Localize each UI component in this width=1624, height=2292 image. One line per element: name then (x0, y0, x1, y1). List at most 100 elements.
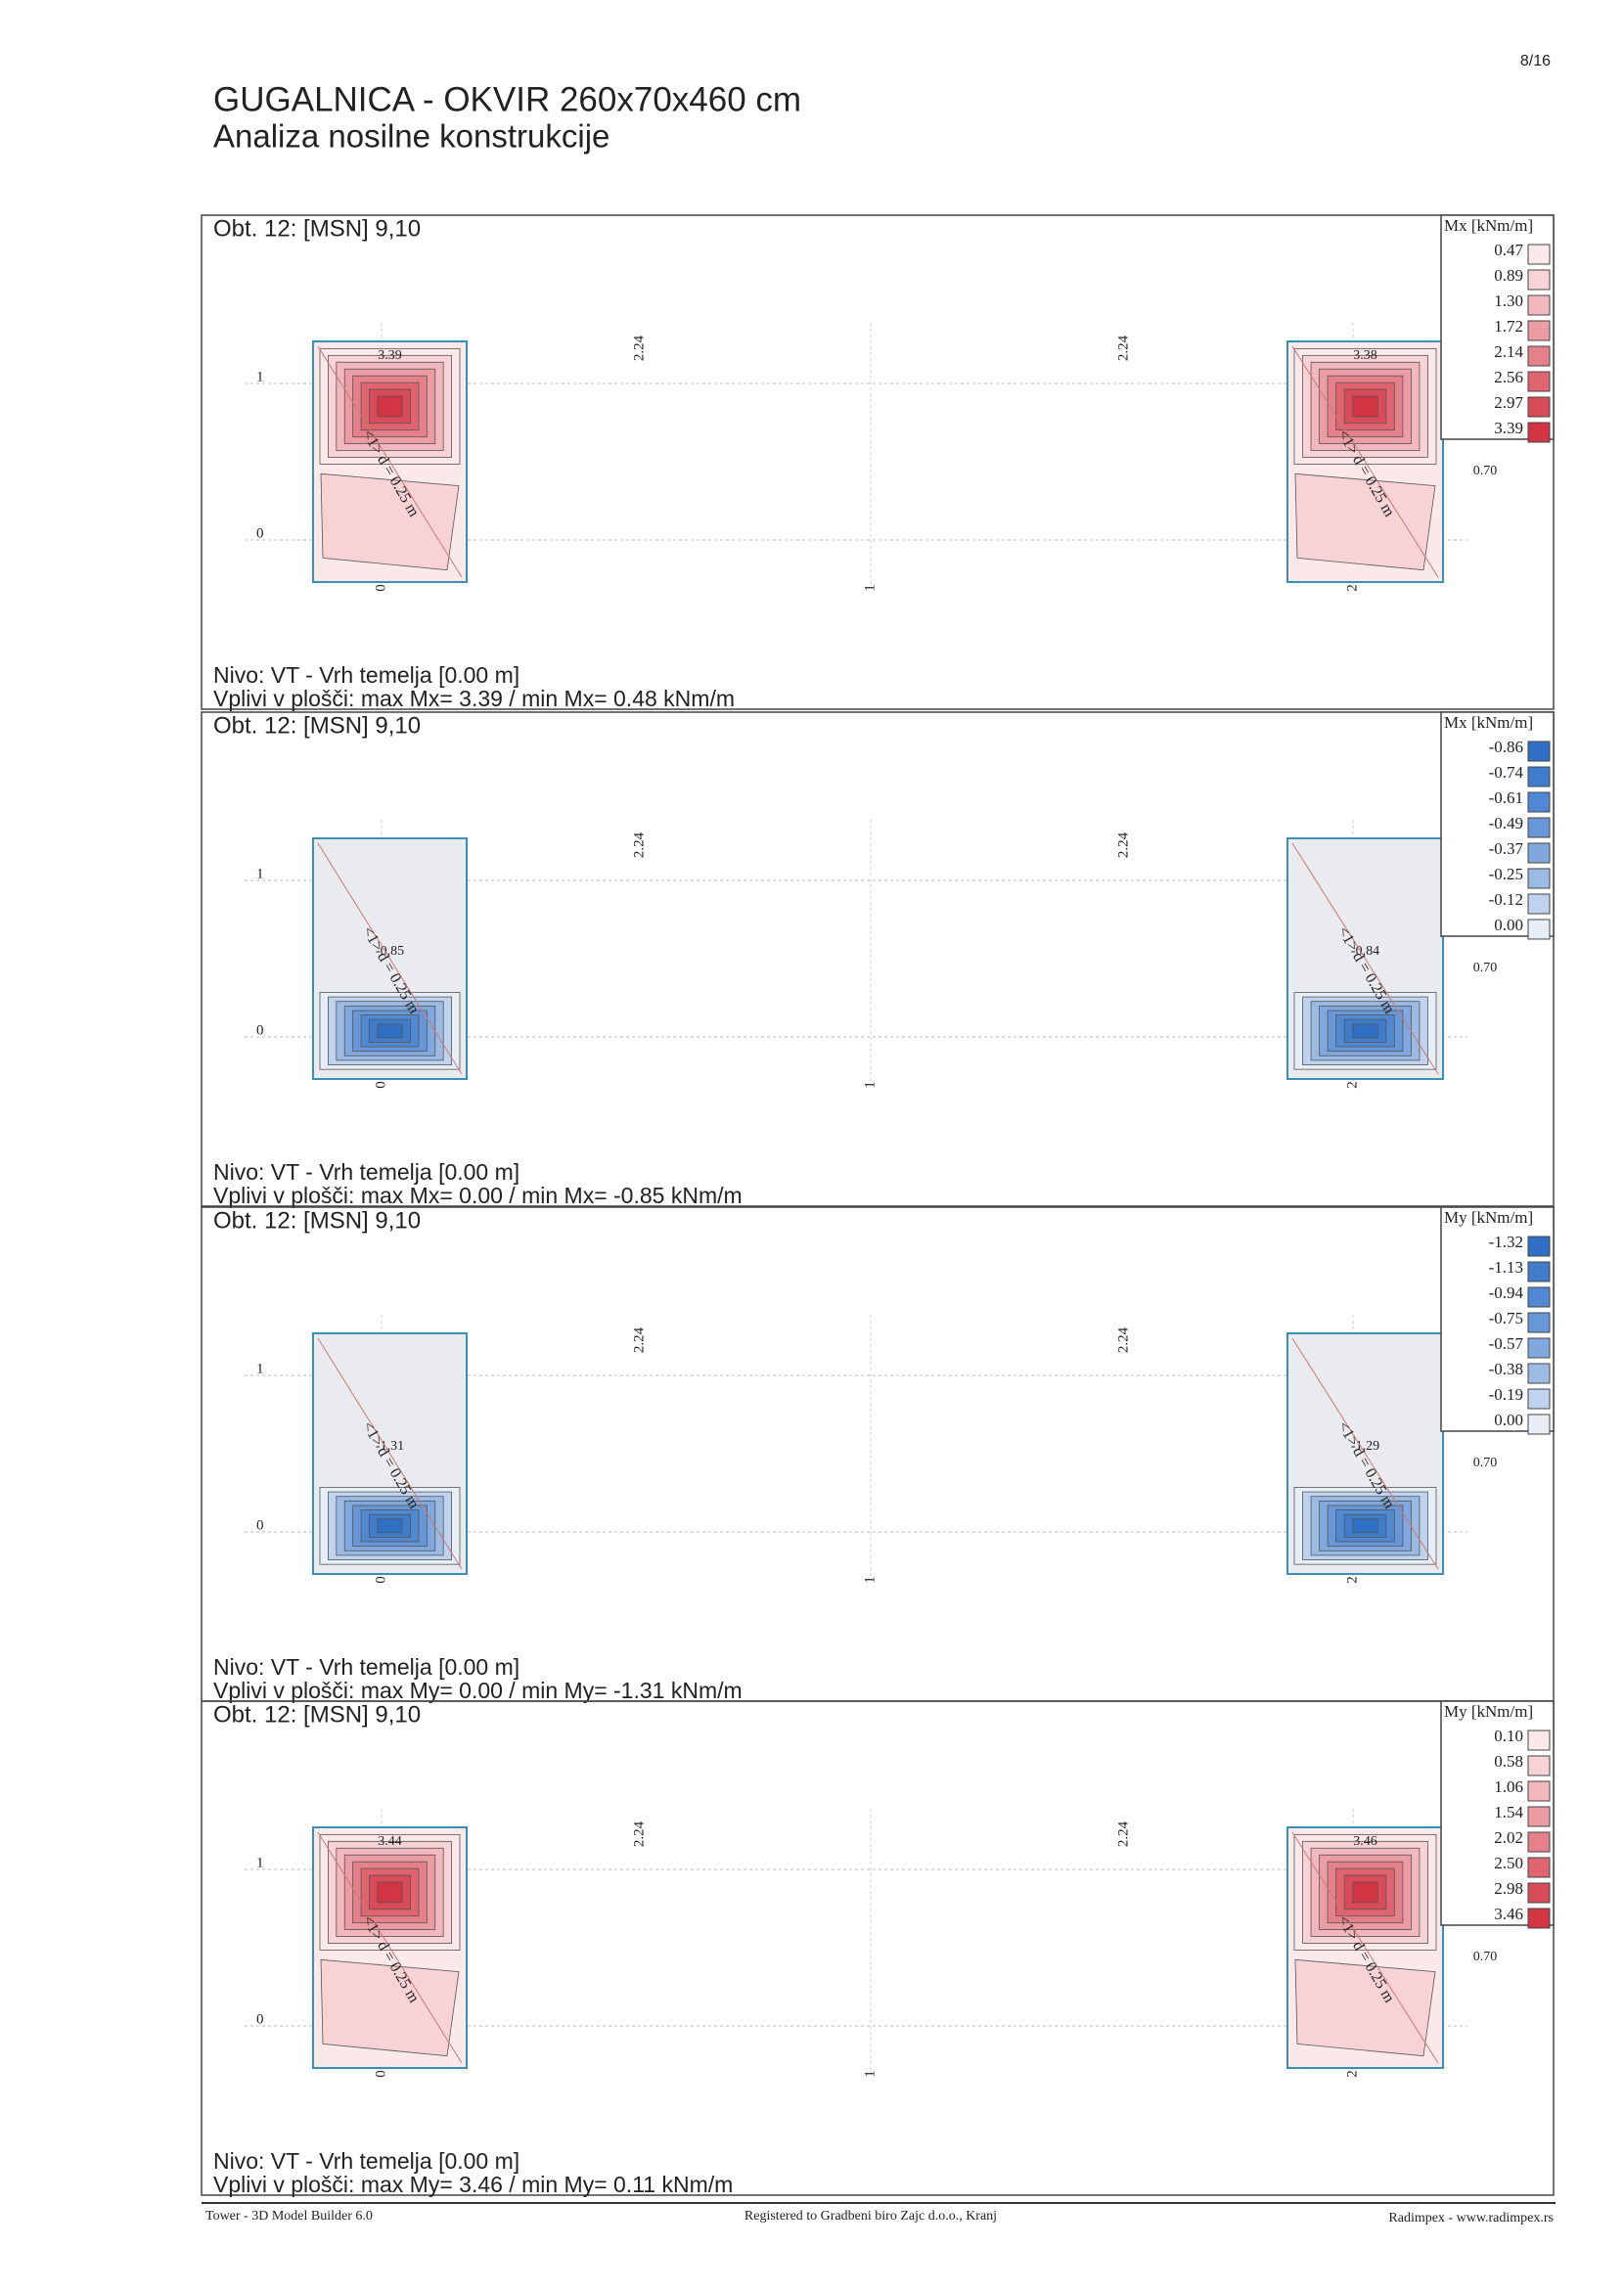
legend-value: 3.39 (1494, 419, 1523, 437)
contour-peak-label: 3.46 (1353, 1834, 1377, 1849)
legend-value: 1.30 (1494, 292, 1523, 310)
legend-swatch (1527, 1286, 1551, 1308)
side-label: 0.70 (1473, 464, 1498, 478)
side-label: 0.70 (1473, 1456, 1498, 1470)
legend-swatch (1527, 396, 1551, 418)
legend-swatch (1527, 320, 1551, 341)
contour-peak-label: 3.38 (1353, 348, 1377, 363)
contour-peak-label: 3.39 (378, 348, 402, 363)
reinforcement-line (1291, 345, 1439, 578)
legend-swatch (1527, 791, 1551, 813)
legend-title: My [kNm/m] (1444, 1702, 1533, 1721)
case-label: Obt. 12: [MSN] 9,10 (213, 1701, 421, 1728)
level-label: Nivo: VT - Vrh temelja [0.00 m] (213, 1159, 519, 1185)
legend-value: 0.58 (1494, 1752, 1523, 1771)
contour (1352, 1023, 1378, 1039)
legend-value: 0.00 (1494, 1411, 1523, 1429)
footer-left: Tower - 3D Model Builder 6.0 (205, 2209, 373, 2224)
legend-swatch (1527, 1363, 1551, 1384)
legend-swatch (1527, 868, 1551, 889)
legend-value: -0.25 (1489, 865, 1523, 883)
footer-center: Registered to Gradbeni biro Zajc d.o.o.,… (744, 2209, 997, 2224)
level-label: Nivo: VT - Vrh temelja [0.00 m] (213, 2148, 519, 2174)
legend-swatch (1527, 1908, 1551, 1929)
contour (377, 1023, 403, 1039)
legend-value: 2.50 (1494, 1854, 1523, 1872)
dimension-label: 2.24 (631, 335, 647, 361)
panel: Obt. 12: [MSN] 9,10 1 0 0 1 2 2.24 2.24 0.70 -1.3… (201, 1206, 1555, 1703)
legend-swatch (1527, 1388, 1551, 1410)
dimension-label: 2.24 (1115, 335, 1131, 361)
legend-swatch (1527, 1780, 1551, 1802)
legend-value: 2.02 (1494, 1828, 1523, 1847)
case-label: Obt. 12: [MSN] 9,10 (213, 215, 421, 242)
legend-swatch (1527, 422, 1551, 443)
column-label: 1 (862, 1576, 878, 1584)
contour-peak-label: 3.44 (378, 1834, 402, 1849)
legend-swatch (1527, 842, 1551, 864)
footer-right: Radimpex - www.radimpex.rs (1388, 2211, 1554, 2225)
contour (377, 1518, 403, 1534)
row-label: 0 (256, 2011, 264, 2027)
level-label: Nivo: VT - Vrh temelja [0.00 m] (213, 662, 519, 688)
legend-value: -0.38 (1489, 1360, 1523, 1378)
legend-value: 2.98 (1494, 1879, 1523, 1898)
column-label: 0 (373, 1576, 388, 1584)
reinforcement-line (1291, 842, 1439, 1075)
dimension-label: 2.24 (631, 1820, 647, 1847)
legend-swatch (1527, 345, 1551, 367)
legend-value: -0.57 (1489, 1334, 1524, 1353)
legend-value: -0.19 (1489, 1385, 1523, 1404)
contour (377, 395, 403, 418)
legend-swatch (1527, 1831, 1551, 1853)
contour (1294, 1958, 1436, 2057)
legend-value: 0.89 (1494, 266, 1523, 285)
row-label: 0 (256, 1517, 264, 1533)
panel: Obt. 12: [MSN] 9,10 1 0 0 1 2 2.24 2.24 0.70 -0.8… (201, 711, 1555, 1208)
legend-swatch (1527, 294, 1551, 316)
column-label: 1 (862, 584, 878, 592)
legend-title: Mx [kNm/m] (1444, 713, 1533, 732)
summary-label: Vplivi v plošči: max My= 0.00 / min My= … (213, 1678, 743, 1703)
contour (1352, 1518, 1378, 1534)
legend-value: 0.00 (1494, 916, 1523, 934)
legend-swatch (1527, 244, 1551, 265)
reinforcement-line (1291, 1831, 1439, 2064)
column-label: 1 (862, 2070, 878, 2078)
reinforcement-line (1291, 1337, 1439, 1570)
legend-value: 1.06 (1494, 1777, 1523, 1796)
legend-value: 3.46 (1494, 1905, 1523, 1923)
legend-value: -0.75 (1489, 1309, 1523, 1327)
column-label: 2 (1344, 2070, 1360, 2078)
contour (1352, 395, 1378, 418)
legend-swatch (1527, 269, 1551, 291)
legend-swatch (1527, 1236, 1551, 1257)
panel-frame (201, 711, 1555, 1207)
summary-label: Vplivi v plošči: max My= 3.46 / min My= … (213, 2172, 733, 2197)
case-label: Obt. 12: [MSN] 9,10 (213, 712, 421, 739)
subtitle: Analiza nosilne konstrukcije (213, 118, 609, 155)
legend-value: -0.61 (1489, 788, 1523, 807)
summary-label: Vplivi v plošči: max Mx= 0.00 / min Mx= … (213, 1183, 743, 1208)
dimension-label: 2.24 (1115, 1820, 1131, 1847)
legend-value: -0.49 (1489, 814, 1523, 832)
level-label: Nivo: VT - Vrh temelja [0.00 m] (213, 1654, 519, 1680)
legend-value: -0.37 (1489, 839, 1524, 858)
legend-title: Mx [kNm/m] (1444, 216, 1533, 235)
contour (1352, 1881, 1378, 1904)
column-label: 0 (373, 2070, 388, 2078)
legend-swatch (1527, 1755, 1551, 1776)
legend-value: 2.56 (1494, 368, 1523, 386)
row-label: 0 (256, 525, 264, 541)
row-label: 0 (256, 1022, 264, 1038)
legend-value: -0.86 (1489, 738, 1523, 756)
side-label: 0.70 (1473, 961, 1498, 975)
reinforcement-line (317, 1831, 463, 2064)
legend-value: 2.97 (1494, 393, 1523, 412)
legend-swatch (1527, 766, 1551, 787)
legend-value: 1.72 (1494, 317, 1523, 336)
side-label: 0.70 (1473, 1950, 1498, 1964)
panel-frame (201, 1700, 1555, 2196)
legend-swatch (1527, 1312, 1551, 1333)
